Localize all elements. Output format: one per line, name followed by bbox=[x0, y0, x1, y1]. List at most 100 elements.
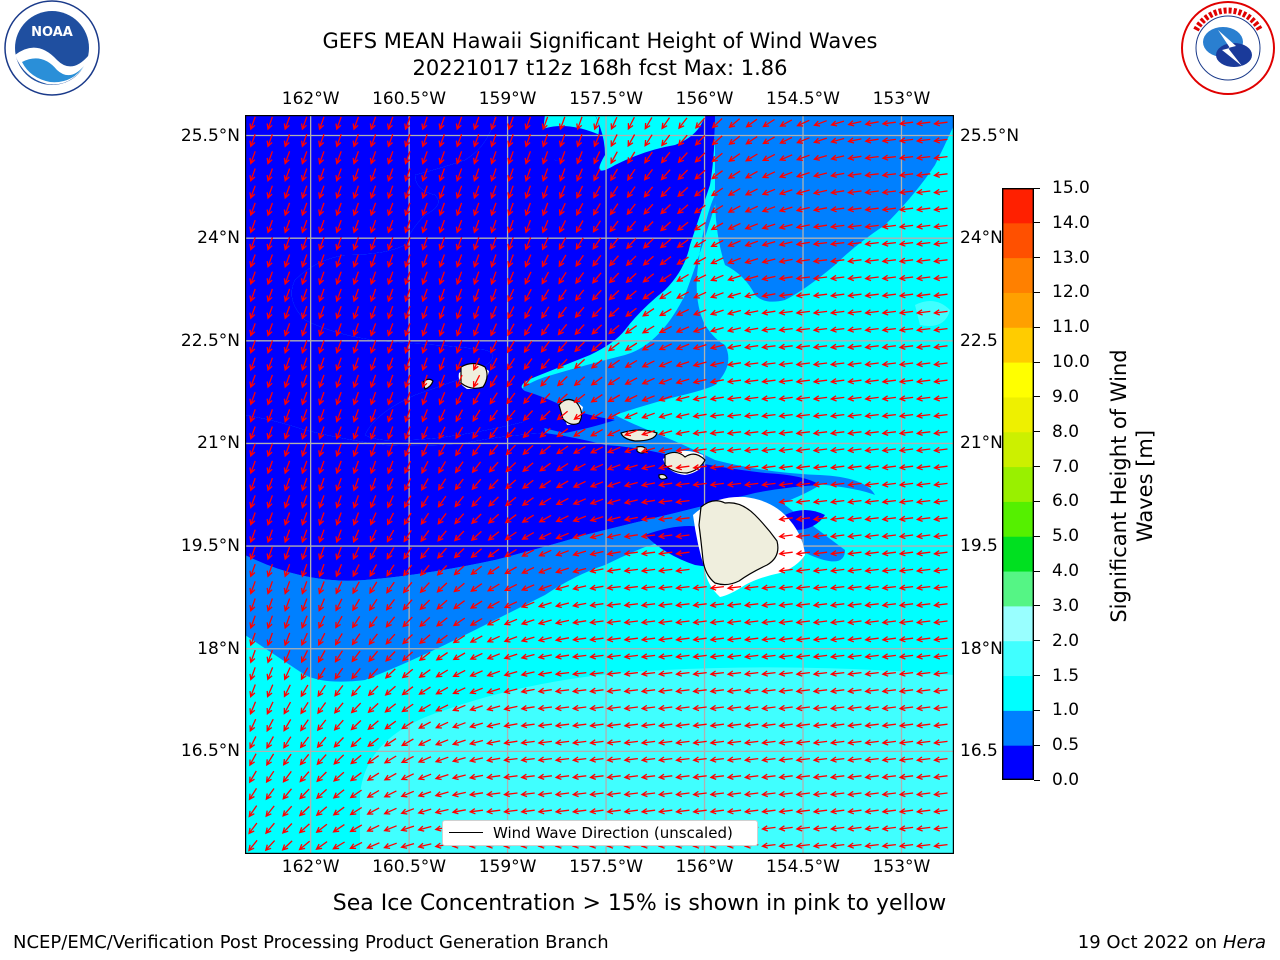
wave-direction-arrow-1066 bbox=[589, 567, 604, 574]
wave-direction-arrow-1269 bbox=[640, 653, 656, 660]
wave-direction-arrow-367 bbox=[915, 257, 931, 265]
wave-direction-arrow-844 bbox=[658, 464, 673, 471]
wave-direction-arrow-58 bbox=[541, 133, 549, 148]
wave-direction-arrow-1447 bbox=[881, 722, 896, 729]
wave-direction-arrow-398 bbox=[744, 275, 759, 282]
wave-direction-arrow-897 bbox=[864, 481, 879, 488]
colorbar-label-9: 7.0 bbox=[1052, 456, 1080, 477]
wave-direction-arrow-1047 bbox=[266, 563, 274, 578]
wave-direction-arrow-916 bbox=[488, 496, 499, 507]
wave-direction-arrow-704 bbox=[369, 409, 377, 423]
wave-direction-arrow-607 bbox=[812, 360, 828, 368]
colorbar-segment-16 bbox=[1002, 188, 1034, 224]
wave-direction-arrow-358 bbox=[761, 258, 776, 265]
wave-direction-arrow-88 bbox=[352, 151, 360, 165]
wave-direction-arrow-940 bbox=[283, 512, 291, 527]
wave-direction-arrow-874 bbox=[471, 478, 482, 491]
colorbar-segment-11 bbox=[1002, 362, 1034, 398]
wave-direction-arrow-821 bbox=[266, 460, 274, 475]
wave-direction-arrow-1214 bbox=[402, 634, 413, 645]
wave-direction-arrow-262 bbox=[524, 219, 532, 234]
wave-direction-arrow-737 bbox=[933, 412, 948, 419]
wave-direction-arrow-1036 bbox=[778, 550, 793, 557]
wave-direction-arrow-100 bbox=[558, 151, 566, 165]
wave-direction-arrow-866 bbox=[335, 477, 342, 492]
lat-tick-right-5: 18°N bbox=[960, 638, 1003, 659]
wave-direction-arrow-1345 bbox=[537, 687, 552, 695]
wave-direction-arrow-256 bbox=[421, 219, 428, 234]
wave-direction-arrow-1311 bbox=[657, 670, 673, 677]
wave-direction-arrow-1225 bbox=[589, 636, 604, 643]
wave-direction-arrow-886 bbox=[675, 481, 690, 488]
wave-direction-arrow-1521 bbox=[743, 756, 759, 763]
wave-direction-arrow-682 bbox=[692, 395, 707, 402]
wave-direction-arrow-731 bbox=[829, 412, 845, 419]
wave-direction-arrow-1403 bbox=[829, 704, 845, 712]
wave-direction-arrow-17 bbox=[541, 116, 549, 131]
wave-direction-arrow-672 bbox=[523, 392, 533, 405]
wave-direction-arrow-1104 bbox=[623, 584, 638, 591]
wave-direction-arrow-972 bbox=[915, 515, 931, 523]
wave-direction-arrow-7 bbox=[369, 116, 377, 131]
wave-direction-arrow-746 bbox=[386, 426, 394, 441]
wave-direction-arrow-1613 bbox=[915, 790, 931, 798]
lon-tick-top-0: 162°W bbox=[281, 89, 340, 109]
wave-direction-arrow-558 bbox=[675, 343, 690, 351]
wave-direction-arrow-871 bbox=[421, 478, 429, 492]
wave-direction-arrow-971 bbox=[898, 515, 914, 523]
wave-direction-arrow-92 bbox=[421, 151, 428, 165]
wave-direction-arrow-663 bbox=[369, 391, 377, 406]
wave-direction-arrow-745 bbox=[369, 426, 377, 441]
wave-direction-arrow-131 bbox=[386, 168, 394, 183]
wave-direction-arrow-46 bbox=[335, 133, 342, 148]
wave-direction-arrow-966 bbox=[812, 515, 828, 523]
wave-direction-arrow-838 bbox=[555, 462, 569, 472]
wave-direction-arrow-1473 bbox=[623, 739, 638, 746]
wave-direction-arrow-71 bbox=[762, 136, 775, 145]
wave-direction-arrow-1531 bbox=[915, 756, 931, 763]
wave-direction-arrow-77 bbox=[864, 137, 879, 144]
wave-direction-arrow-890 bbox=[743, 481, 759, 488]
wave-direction-arrow-1296 bbox=[401, 668, 414, 679]
band-1-5-to-2-0 bbox=[360, 667, 954, 854]
wave-direction-arrow-387 bbox=[558, 271, 567, 285]
wave-direction-arrow-1095 bbox=[470, 583, 483, 593]
wave-direction-arrow-931 bbox=[829, 498, 845, 505]
wave-direction-arrow-123 bbox=[249, 168, 256, 183]
wave-direction-arrow-308 bbox=[609, 237, 619, 250]
wave-direction-arrow-168 bbox=[318, 185, 325, 200]
wave-direction-arrow-435 bbox=[676, 291, 690, 299]
wave-direction-arrow-1358 bbox=[761, 687, 776, 695]
wave-direction-arrow-980 bbox=[352, 529, 360, 544]
wave-direction-arrow-1189 bbox=[675, 618, 690, 626]
wave-direction-arrow-198 bbox=[830, 188, 845, 196]
wave-direction-arrow-185 bbox=[609, 185, 619, 199]
wave-direction-arrow-208 bbox=[300, 202, 308, 217]
wave-direction-arrow-391 bbox=[625, 272, 637, 284]
wave-direction-arrow-1232 bbox=[709, 636, 724, 643]
wave-direction-arrow-494 bbox=[283, 323, 291, 337]
wave-direction-arrow-1553 bbox=[589, 773, 604, 781]
wave-direction-arrow-1258 bbox=[452, 652, 466, 661]
wave-direction-arrow-344 bbox=[524, 254, 532, 268]
wave-direction-arrow-1301 bbox=[486, 670, 501, 678]
wave-direction-arrow-96 bbox=[490, 151, 497, 165]
wave-direction-arrow-1378 bbox=[401, 703, 414, 713]
wave-direction-arrow-21 bbox=[610, 116, 618, 131]
wave-direction-arrow-1299 bbox=[452, 669, 466, 678]
wave-direction-arrow-741 bbox=[300, 426, 308, 441]
wave-direction-arrow-1215 bbox=[418, 634, 431, 645]
wave-direction-arrow-687 bbox=[778, 395, 793, 402]
wave-direction-arrow-112 bbox=[761, 153, 776, 162]
wave-direction-arrow-958 bbox=[589, 515, 604, 523]
wave-direction-arrow-685 bbox=[743, 395, 759, 402]
wave-direction-arrow-696 bbox=[933, 395, 948, 402]
wave-direction-arrow-1286 bbox=[933, 653, 948, 660]
wave-direction-arrow-968 bbox=[847, 515, 862, 523]
wave-direction-arrow-908 bbox=[352, 495, 360, 509]
wave-direction-arrow-1632 bbox=[537, 808, 552, 815]
wave-direction-arrow-159 bbox=[864, 171, 879, 179]
wave-direction-arrow-620 bbox=[335, 374, 342, 389]
wave-direction-arrow-748 bbox=[421, 426, 429, 440]
wave-direction-arrow-754 bbox=[522, 427, 534, 439]
